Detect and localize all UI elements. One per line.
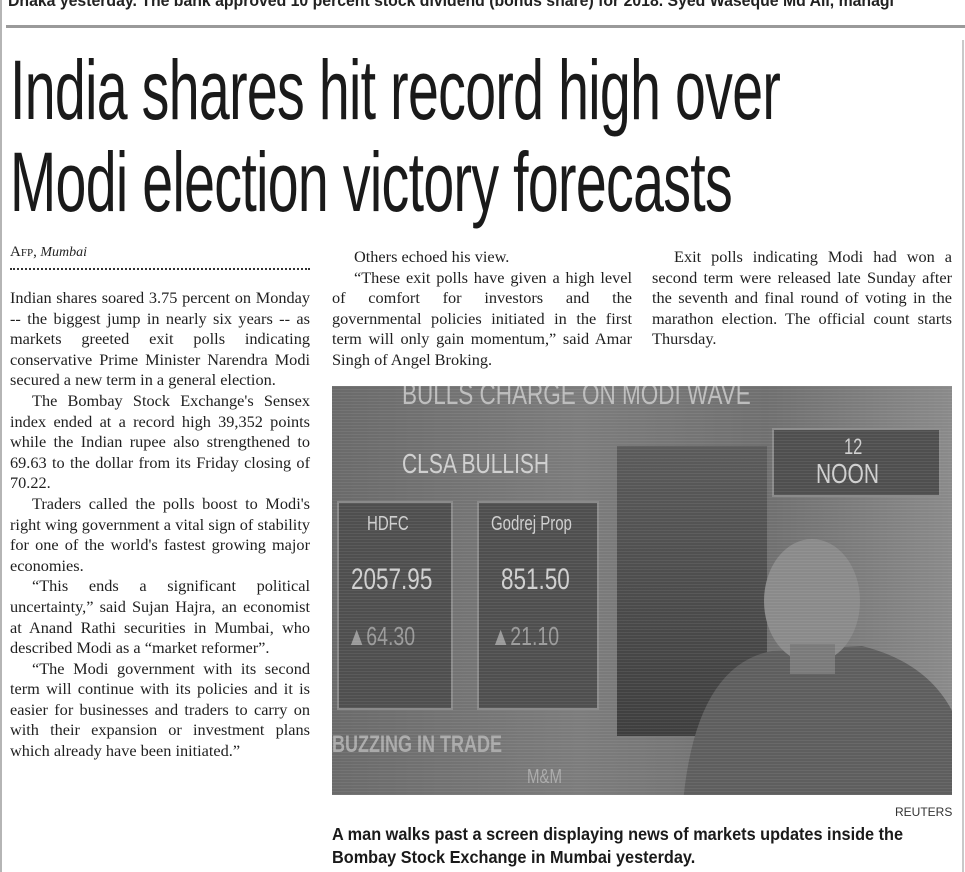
- paragraph: Traders called the polls boost to Modi's…: [10, 493, 310, 575]
- photo-stock-name: HDFC: [367, 513, 409, 535]
- section-divider: [6, 25, 965, 28]
- byline-location: Mumbai: [40, 245, 87, 260]
- photo-time-bottom: NOON: [816, 458, 879, 489]
- paragraph: “The Modi government with its second ter…: [10, 658, 310, 761]
- photo-panel-title: CLSA BULLISH: [402, 448, 550, 479]
- photo-stock-panel-1: HDFC 2057.95 ▲64.30: [337, 501, 453, 710]
- paragraph: Indian shares soared 3.75 percent on Mon…: [10, 288, 310, 390]
- left-border: [0, 0, 2, 872]
- headline-line-2: Modi election victory forecasts: [10, 135, 733, 229]
- right-border: [962, 40, 964, 872]
- photo-caption: A man walks past a screen displaying new…: [332, 824, 904, 867]
- article-column-2: Others echoed his view. “These exit poll…: [332, 247, 632, 371]
- article-column-1: Indian shares soared 3.75 percent on Mon…: [10, 288, 310, 762]
- paragraph: “These exit polls have given a high leve…: [332, 267, 632, 369]
- photo-stock-price: 851.50: [501, 563, 570, 596]
- photo-credit: REUTERS: [895, 805, 953, 819]
- headline: India shares hit record high over Modi el…: [10, 43, 781, 229]
- photo-man-figure: [683, 539, 952, 795]
- photo-banner-text: BULLS CHARGE ON MODI WAVE: [402, 386, 751, 411]
- paragraph: The Bombay Stock Exchange's Sensex index…: [10, 390, 310, 493]
- photo-stock-price: 2057.95: [351, 563, 433, 596]
- article-column-3: Exit polls indicating Modi had won a sec…: [652, 247, 952, 350]
- dotted-divider: [10, 268, 310, 270]
- photo-stock-change: ▲64.30: [347, 621, 416, 651]
- photo-anchor-figure: [617, 446, 767, 736]
- photo-stock-name: Godrej Prop: [491, 513, 572, 535]
- paragraph: Exit polls indicating Modi had won a sec…: [652, 247, 952, 349]
- photo-ticker: BUZZING IN TRADE: [332, 731, 502, 758]
- headline-line-1: India shares hit record high over: [10, 43, 781, 137]
- byline: Afp, Mumbai: [10, 244, 87, 261]
- previous-article-snippet: Dhaka yesterday. The bank approved 10 pe…: [8, 0, 894, 10]
- photo-stock-change: ▲21.10: [491, 621, 560, 651]
- photo-stock-panel-2: Godrej Prop 851.50 ▲21.10: [477, 501, 599, 710]
- byline-source: Afp,: [10, 244, 37, 260]
- paragraph: “This ends a significant political uncer…: [10, 576, 310, 658]
- photo-time-top: 12: [844, 434, 863, 459]
- photo-ticker-2: M&M: [527, 766, 563, 788]
- photo-time-panel: 12 NOON: [772, 428, 941, 497]
- news-photo: BULLS CHARGE ON MODI WAVE CLSA BULLISH H…: [332, 386, 952, 795]
- paragraph: Others echoed his view.: [354, 247, 510, 266]
